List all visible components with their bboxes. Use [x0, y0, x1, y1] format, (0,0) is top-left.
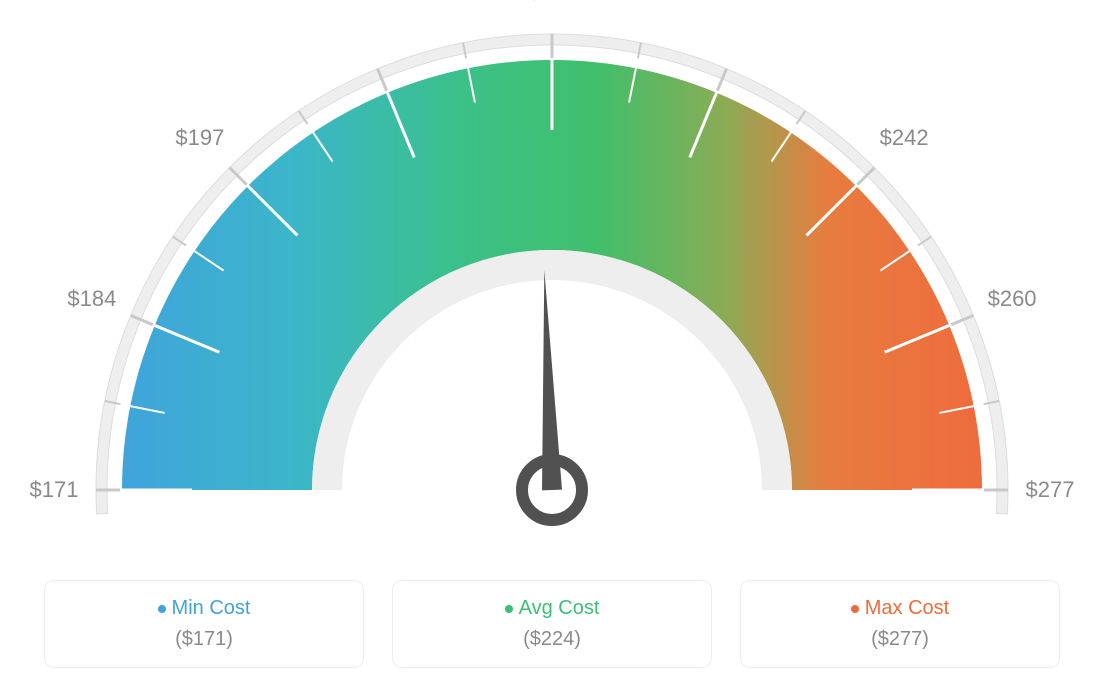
legend-title-text: Max Cost: [865, 597, 949, 620]
gauge-tick-label: $197: [175, 125, 224, 151]
gauge-tick-label: $242: [880, 125, 929, 151]
legend-value-min: ($171): [175, 628, 233, 651]
dot-icon: [851, 605, 859, 613]
gauge-svg: [0, 0, 1104, 560]
legend-title-text: Min Cost: [172, 597, 251, 620]
legend-card-avg: Avg Cost ($224): [392, 580, 712, 668]
legend-title-avg: Avg Cost: [505, 597, 600, 620]
legend-title-max: Max Cost: [851, 597, 949, 620]
legend-value-avg: ($224): [523, 628, 581, 651]
gauge-tick-label: $260: [988, 286, 1037, 312]
gauge-tick-label: $277: [1026, 477, 1075, 503]
legend-title-text: Avg Cost: [519, 597, 600, 620]
legend-value-max: ($277): [871, 628, 929, 651]
gauge-tick-label: $184: [67, 286, 116, 312]
gauge-tick-label: $224: [528, 0, 577, 5]
dot-icon: [505, 605, 513, 613]
gauge-chart: $171 $184 $197 $224 $242 $260 $277: [0, 0, 1104, 560]
legend-card-max: Max Cost ($277): [740, 580, 1060, 668]
legend-title-min: Min Cost: [158, 597, 251, 620]
legend-card-min: Min Cost ($171): [44, 580, 364, 668]
dot-icon: [158, 605, 166, 613]
legend-row: Min Cost ($171) Avg Cost ($224) Max Cost…: [44, 580, 1060, 668]
gauge-tick-label: $171: [30, 477, 79, 503]
